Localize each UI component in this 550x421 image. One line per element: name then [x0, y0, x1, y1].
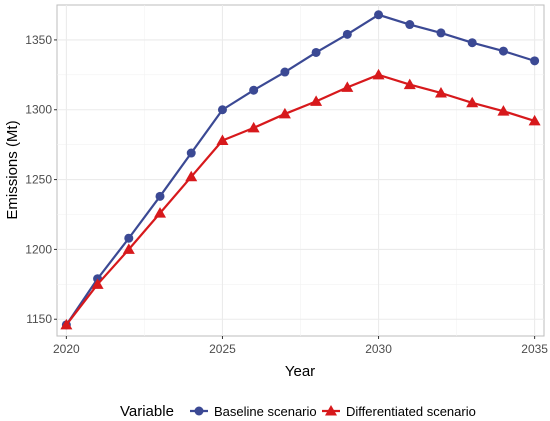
data-point [372, 68, 385, 80]
x-tick-label: 2035 [521, 342, 548, 356]
data-point [185, 170, 198, 182]
legend-item-2: Differentiated scenario [322, 404, 476, 419]
y-axis-ticks: 1150 1200 1250 1300 1350 [25, 33, 57, 326]
y-tick-label: 1350 [25, 33, 52, 47]
series-line [65, 13, 535, 326]
data-point [60, 318, 73, 330]
legend-label: Differentiated scenario [346, 404, 476, 419]
x-tick-label: 2030 [365, 342, 392, 356]
x-axis-title: Year [285, 363, 315, 380]
x-axis-ticks: 2020 2025 2030 2035 [53, 336, 548, 356]
series-layer [60, 10, 541, 330]
series-2 [60, 68, 541, 330]
data-point [311, 47, 321, 57]
data-point [342, 29, 352, 39]
legend-title: Variable [120, 403, 174, 420]
y-tick-label: 1150 [26, 312, 52, 326]
legend-key-marker [325, 405, 337, 416]
legend-label: Baseline scenario [214, 404, 317, 419]
legend-key-marker [194, 406, 204, 416]
x-tick-label: 2025 [209, 342, 236, 356]
data-point [124, 233, 134, 243]
data-point [405, 20, 415, 30]
data-point [374, 10, 384, 20]
legend: Variable Baseline scenario Differentiated… [120, 403, 476, 420]
data-point [436, 28, 446, 38]
data-point [186, 148, 196, 158]
data-point [466, 96, 479, 108]
data-point [91, 278, 104, 289]
y-tick-label: 1300 [25, 103, 52, 117]
y-tick-label: 1200 [25, 242, 52, 256]
y-tick-label: 1250 [25, 173, 52, 187]
data-point [280, 67, 290, 77]
data-point [434, 86, 447, 98]
data-point [467, 38, 477, 48]
data-point [122, 243, 135, 254]
data-point [216, 134, 229, 145]
y-axis-title: Emissions (Mt) [4, 120, 21, 219]
data-point [528, 114, 541, 126]
data-point [278, 107, 291, 119]
data-point [497, 105, 510, 116]
data-point [498, 46, 508, 56]
gridlines [57, 5, 544, 336]
series-line [65, 73, 535, 326]
data-point [310, 95, 323, 106]
data-point [217, 105, 227, 115]
data-point [403, 78, 416, 90]
data-point [249, 85, 259, 95]
legend-item-1: Baseline scenario [190, 404, 317, 419]
data-point [341, 81, 354, 92]
data-point [154, 207, 167, 218]
data-point [247, 121, 260, 133]
data-point [155, 191, 165, 201]
data-point [530, 56, 540, 66]
x-tick-label: 2020 [53, 342, 80, 356]
